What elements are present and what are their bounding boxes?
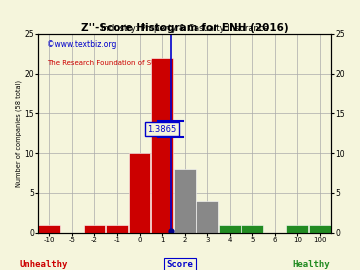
Text: ©www.textbiz.org: ©www.textbiz.org [47, 40, 116, 49]
Bar [129, 153, 150, 233]
Text: Healthy: Healthy [293, 260, 330, 269]
Bar [241, 225, 263, 233]
Bar [287, 225, 308, 233]
Bar [106, 225, 128, 233]
Text: Unhealthy: Unhealthy [19, 260, 67, 269]
Bar [151, 58, 173, 233]
Bar [174, 169, 195, 233]
Bar [196, 201, 218, 233]
Y-axis label: Number of companies (58 total): Number of companies (58 total) [15, 80, 22, 187]
Bar [309, 225, 331, 233]
Bar [219, 225, 241, 233]
Text: Industry: Property & Casualty Insurance: Industry: Property & Casualty Insurance [101, 24, 269, 33]
Title: Z''-Score Histogram for ENH (2016): Z''-Score Histogram for ENH (2016) [81, 23, 288, 33]
Bar [84, 225, 105, 233]
Text: 1.3865: 1.3865 [148, 125, 177, 134]
Text: The Research Foundation of SUNY: The Research Foundation of SUNY [47, 60, 166, 66]
Text: Score: Score [167, 260, 193, 269]
Bar [39, 225, 60, 233]
